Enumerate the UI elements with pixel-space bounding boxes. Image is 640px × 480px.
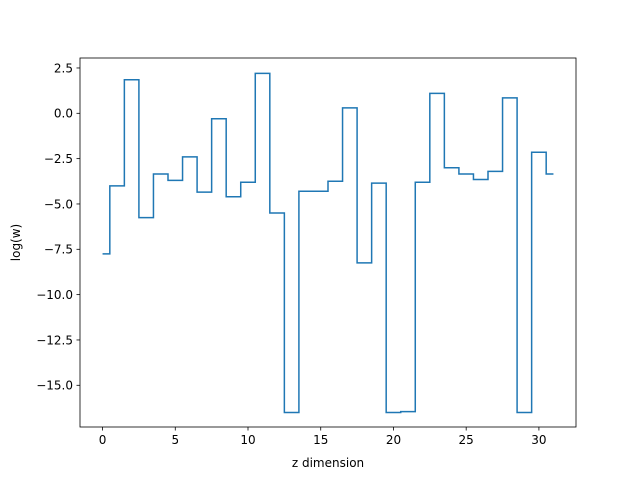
plot-area: [102, 72, 554, 414]
series-line: [102, 72, 554, 414]
y-tick-label: 0.0: [54, 107, 73, 121]
y-axis-ticks: 2.5 0.0 −2.5 −5.0 −7.5 −10.0 −12.5 −15.0: [36, 61, 80, 393]
y-tick-label: −10.0: [36, 288, 73, 302]
y-tick-label: 2.5: [54, 61, 73, 75]
x-tick-label: 25: [459, 433, 474, 447]
x-axis-ticks: 0 5 10 15 20 25 30: [99, 427, 547, 447]
x-tick-label: 10: [240, 433, 255, 447]
x-tick-label: 0: [99, 433, 107, 447]
x-tick-label: 30: [531, 433, 546, 447]
x-tick-label: 15: [313, 433, 328, 447]
y-tick-label: −5.0: [44, 197, 73, 211]
x-tick-label: 20: [386, 433, 401, 447]
x-tick-label: 5: [171, 433, 179, 447]
axes-frame: [79, 57, 577, 428]
x-axis-label: z dimension: [292, 456, 364, 470]
y-tick-label: −12.5: [36, 333, 73, 347]
y-tick-label: −15.0: [36, 379, 73, 393]
y-tick-label: −2.5: [44, 152, 73, 166]
y-axis-label: log(w): [9, 224, 23, 261]
y-tick-label: −7.5: [44, 243, 73, 257]
